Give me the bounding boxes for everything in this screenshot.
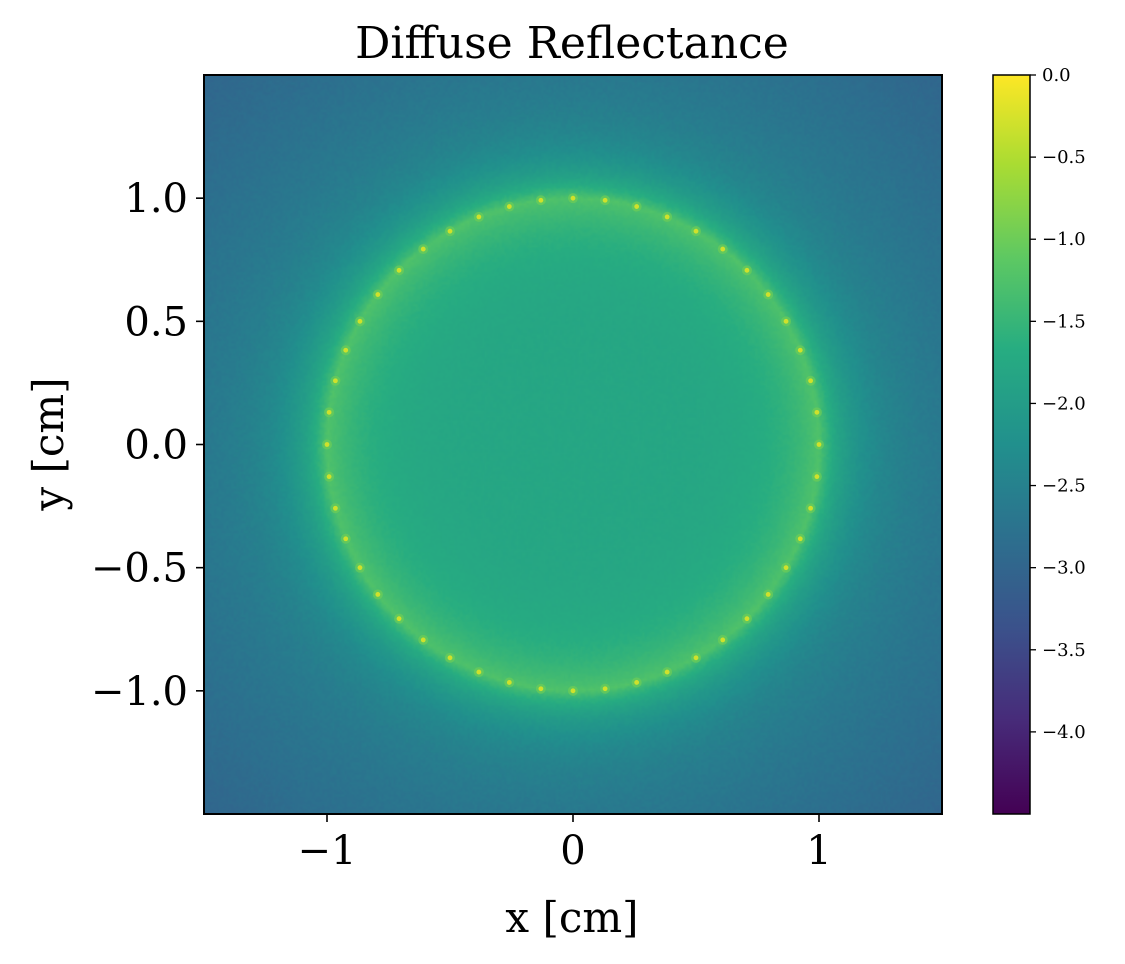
ring-source: [797, 536, 803, 542]
ring-source: [808, 378, 814, 384]
ring-source: [720, 637, 726, 643]
ring-source: [357, 565, 363, 571]
ring-source: [814, 409, 820, 415]
colorbar-tick-label: −1.0: [1042, 229, 1086, 250]
ring-source: [634, 680, 640, 685]
ring-source: [332, 378, 338, 384]
ring-source: [797, 347, 803, 353]
ring-source: [744, 616, 750, 622]
colorbar-tick-label: −0.5: [1042, 147, 1086, 168]
y-tick-label: −0.5: [91, 546, 188, 592]
colorbar-tick-label: −3.5: [1042, 640, 1086, 661]
ring-source: [538, 686, 544, 692]
colorbar-frame: [992, 74, 1031, 815]
y-tick-label: −1.0: [91, 669, 188, 715]
ring-source: [375, 592, 381, 597]
y-tick-label: 1.0: [124, 176, 188, 222]
x-tick-label: 1: [806, 828, 831, 874]
colorbar-tick-label: −3.0: [1042, 558, 1086, 579]
ring-sources: [322, 193, 824, 696]
y-axis: 1.0 0.5 0.0 −0.5 −1.0: [91, 176, 204, 715]
plot-area: [203, 74, 943, 815]
ring-source: [783, 565, 789, 571]
ring-source: [570, 195, 576, 201]
ring-source: [447, 655, 453, 661]
ring-source: [396, 267, 402, 273]
x-tick-label: −1: [298, 828, 357, 874]
ring-source: [664, 214, 670, 220]
x-axis: −1 0 1: [298, 814, 832, 874]
ring-source: [357, 318, 363, 324]
ring-source: [570, 688, 576, 694]
ring-source: [420, 246, 426, 252]
colorbar-tick-label: −2.0: [1042, 393, 1086, 414]
ring-source: [765, 292, 771, 297]
ring-source: [326, 474, 332, 480]
ring-source: [765, 592, 771, 597]
ring-source: [447, 228, 453, 234]
x-axis-label: x [cm]: [505, 893, 638, 942]
ring-source: [720, 246, 726, 252]
colorbar-tick-label: −4.0: [1042, 722, 1086, 743]
colorbar-tick-label: 0.0: [1042, 65, 1071, 86]
colorbar: 0.0 −0.5 −1.0 −1.5 −2.0 −2.5 −3.0 −3.5 −4.0: [992, 65, 1086, 815]
ring-source: [744, 267, 750, 273]
ring-source: [396, 616, 402, 622]
colorbar-gradient: [993, 75, 1030, 814]
y-tick-label: 0.5: [124, 299, 188, 345]
ring-source: [506, 204, 512, 209]
ring-source: [506, 680, 512, 685]
heatmap-image: [204, 75, 942, 814]
ring-source: [343, 536, 349, 542]
ring-source: [693, 655, 699, 661]
x-tick-label: 0: [560, 828, 585, 874]
ring-source: [332, 505, 338, 511]
ring-source: [814, 474, 820, 480]
ring-source: [808, 505, 814, 511]
ring-source: [664, 669, 670, 675]
ring-source: [326, 409, 332, 415]
ring-source: [476, 214, 482, 220]
ring-source: [693, 228, 699, 234]
ring-source: [602, 686, 608, 692]
y-tick-label: 0.0: [124, 423, 188, 469]
ring-source: [324, 442, 330, 447]
colorbar-tick-label: −2.5: [1042, 476, 1086, 497]
chart-title: Diffuse Reflectance: [355, 18, 789, 69]
ring-source: [816, 442, 822, 447]
ring-source: [420, 637, 426, 643]
colorbar-ticks: 0.0 −0.5 −1.0 −1.5 −2.0 −2.5 −3.0 −3.5 −4.0: [1030, 65, 1086, 743]
ring-source: [476, 669, 482, 675]
ring-source: [538, 197, 544, 203]
ring-source: [634, 204, 640, 209]
ring-source: [783, 318, 789, 324]
colorbar-tick-label: −1.5: [1042, 311, 1086, 332]
ring-source: [375, 292, 381, 297]
y-axis-label: y [cm]: [24, 377, 73, 511]
ring-source: [343, 347, 349, 353]
ring-source: [602, 197, 608, 203]
